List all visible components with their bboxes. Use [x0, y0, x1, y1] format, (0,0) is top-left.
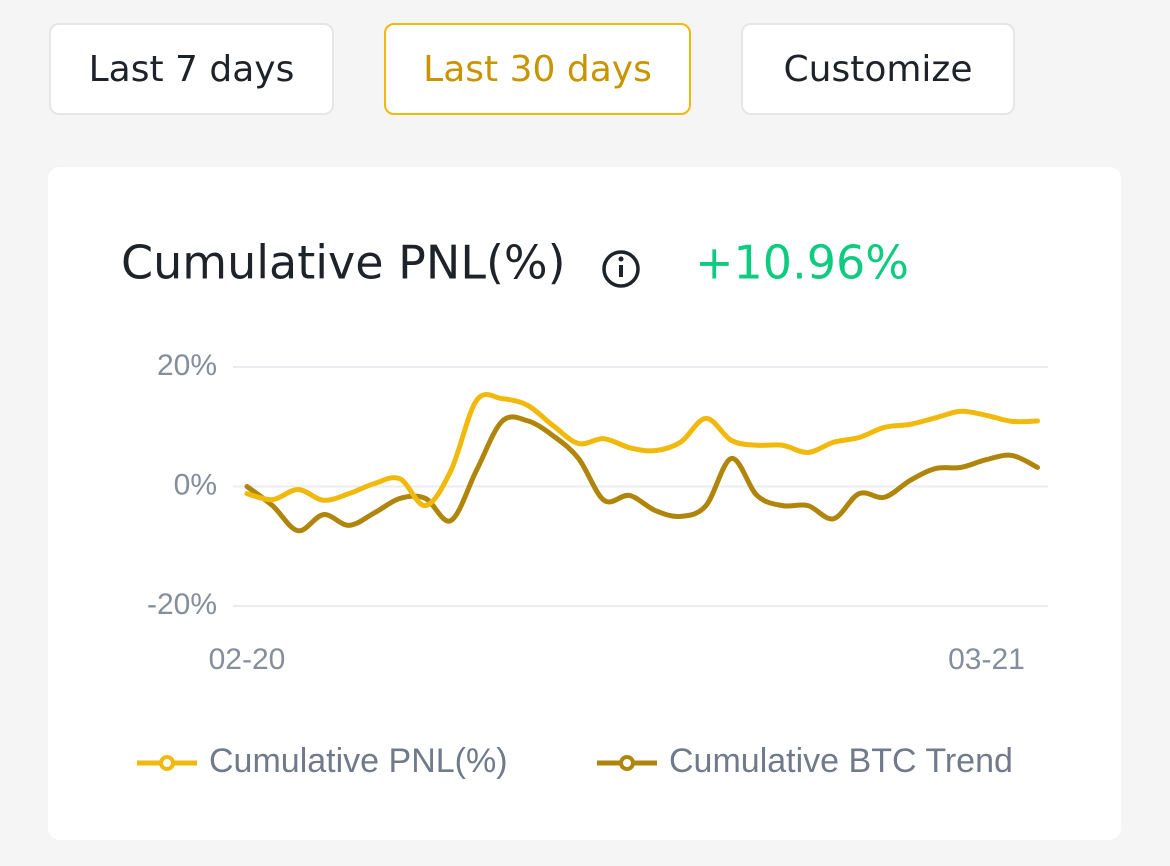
legend-label: Cumulative PNL(%)	[209, 742, 508, 780]
legend-label: Cumulative BTC Trend	[669, 742, 1013, 780]
line-series	[244, 414, 1040, 534]
legend-marker-dot	[619, 755, 635, 771]
y-tick-label: 20%	[157, 349, 217, 382]
x-tick-label: 03-21	[948, 643, 1025, 676]
info-icon[interactable]	[602, 250, 640, 288]
filter-button[interactable]: Last 7 days	[49, 23, 334, 115]
y-tick-label: 0%	[174, 468, 217, 501]
chart-title: Cumulative PNL(%)	[121, 236, 566, 290]
filter-button[interactable]: Last 30 days	[384, 23, 691, 115]
card	[48, 167, 1121, 840]
y-tick-label: -20%	[147, 588, 217, 621]
pnl-value: +10.96%	[695, 236, 909, 290]
line-series	[244, 391, 1040, 509]
legend-marker-dot	[159, 755, 175, 771]
x-tick-label: 02-20	[209, 643, 286, 676]
filter-button[interactable]: Customize	[741, 23, 1015, 115]
